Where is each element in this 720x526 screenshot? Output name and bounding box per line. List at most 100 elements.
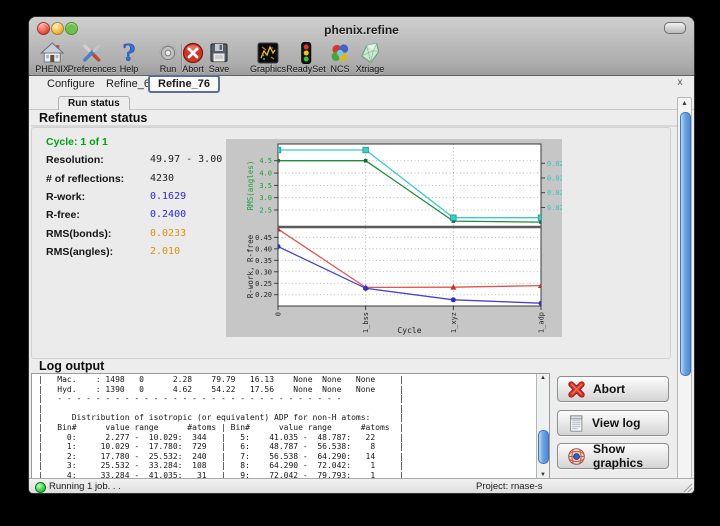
svg-text:0.025: 0.025: [547, 189, 562, 197]
button-label: Show graphics: [593, 442, 644, 470]
svg-text:1_xyz: 1_xyz: [450, 312, 458, 333]
button-label: View log: [592, 416, 641, 430]
toolbar-button-readyset[interactable]: ReadySet: [286, 41, 326, 74]
resize-grip[interactable]: [682, 482, 693, 493]
notebook-tab-bar: x Configure Refine_69 Refine_76: [29, 75, 694, 93]
svg-text:0: 0: [275, 312, 283, 316]
tab-refine_69[interactable]: Refine_69: [106, 78, 157, 90]
toolbar-label: Run: [159, 64, 177, 74]
stat-label: RMS(angles):: [46, 245, 114, 258]
stat-row: R-free: 0.2400: [46, 209, 186, 222]
log-output-box[interactable]: | Mac. : 1498 0 2.28 79.79 16.13 None No…: [31, 373, 550, 480]
svg-text:4.0: 4.0: [259, 170, 272, 178]
toolbar-button-abort[interactable]: Abort: [180, 41, 206, 74]
status-message: Running 1 job. . .: [49, 481, 121, 492]
stat-value: 0.0233: [150, 227, 187, 239]
close-window-button[interactable]: [37, 22, 50, 35]
toolbar-button-save[interactable]: Save: [206, 41, 232, 74]
svg-text:0.35: 0.35: [255, 257, 272, 265]
running-status-icon: [35, 482, 46, 493]
svg-text:1_adp: 1_adp: [538, 312, 546, 333]
heading-rule: [31, 125, 692, 127]
stat-label: R-work:: [46, 190, 86, 203]
stat-row: Resolution: 49.97 - 3.00: [46, 154, 222, 167]
zoom-window-button[interactable]: [65, 22, 78, 35]
toolbar-button-ncs[interactable]: NCS: [327, 41, 353, 74]
svg-text:0.027: 0.027: [547, 160, 562, 168]
help-icon: ?: [116, 41, 142, 65]
stat-value: 4230: [150, 172, 175, 184]
main-scrollbar-thumb[interactable]: [679, 112, 691, 376]
svg-text:0.30: 0.30: [255, 268, 272, 276]
show-graphics-icon: [567, 447, 586, 466]
svg-text:3.5: 3.5: [259, 182, 272, 190]
stat-label: Cycle: 1 of 1: [46, 136, 108, 148]
phenix-home-icon: [39, 41, 65, 65]
svg-text:4.5: 4.5: [259, 157, 272, 165]
stat-row: RMS(bonds): 0.0233: [46, 228, 186, 240]
svg-text:Cycle: Cycle: [397, 326, 421, 335]
toolbar-toggle-pill[interactable]: [664, 22, 686, 34]
log-scrollbar-thumb[interactable]: [538, 430, 549, 464]
minimize-window-button[interactable]: [51, 22, 64, 35]
view-log-button[interactable]: View log: [557, 410, 669, 436]
stat-label: R-free:: [46, 209, 80, 222]
svg-text:R-work, R-free: R-work, R-free: [246, 234, 255, 298]
toolbar-label: NCS: [330, 64, 350, 74]
svg-text:0.20: 0.20: [255, 291, 272, 299]
toolbar-label: Save: [208, 64, 230, 74]
toolbar-button-graphics[interactable]: Graphics: [250, 41, 286, 74]
toolbar-button-xtriage[interactable]: Xtriage: [355, 41, 385, 74]
stat-value: 2.010: [150, 245, 181, 257]
scroll-up-icon[interactable]: ▲: [681, 100, 688, 107]
svg-text:RMS(angles): RMS(angles): [246, 161, 255, 211]
stat-row: RMS(angles): 2.010: [46, 245, 180, 258]
svg-text:0.40: 0.40: [255, 245, 272, 253]
log-scroll-down-icon[interactable]: ▼: [540, 472, 546, 478]
button-label: Abort: [593, 382, 625, 396]
toolbar-label: PHENIX: [35, 64, 69, 74]
show-graphics-button[interactable]: Show graphics: [557, 442, 669, 470]
unified-titlebar-toolbar: phenix.refine PHENIX Preferences? Help Run A…: [29, 17, 694, 76]
stat-row: # of reflections: 4230: [46, 172, 174, 185]
preferences-icon: [79, 41, 105, 65]
toolbar-button-phenix[interactable]: PHENIX: [35, 41, 69, 74]
refinement-status-heading: Refinement status: [39, 111, 148, 125]
app-window: phenix.refine PHENIX Preferences? Help Run A…: [28, 16, 695, 494]
stat-label: Resolution:: [46, 154, 104, 167]
tab-run-status[interactable]: Run status: [58, 96, 130, 110]
svg-text:1_bss: 1_bss: [362, 312, 370, 333]
readyset-traffic-icon: [293, 41, 319, 65]
toolbar-label: Preferences: [67, 64, 117, 74]
svg-text:2.5: 2.5: [259, 207, 272, 215]
log-scroll-up-icon[interactable]: ▲: [540, 375, 546, 381]
abort-button[interactable]: Abort: [557, 376, 669, 402]
svg-text:0.25: 0.25: [255, 280, 272, 288]
main-scrollbar[interactable]: ▲ ▼: [677, 97, 692, 493]
toolbar-label: ReadySet: [286, 64, 326, 74]
svg-text:0.026: 0.026: [547, 174, 562, 182]
log-output-text: | Mac. : 1498 0 2.28 79.79 16.13 None No…: [38, 375, 405, 480]
titlebar[interactable]: phenix.refine: [29, 17, 694, 41]
toolbar-label: Graphics: [249, 64, 287, 74]
tab-configure[interactable]: Configure: [47, 78, 95, 90]
toolbar-label: Xtriage: [355, 64, 385, 74]
toolbar-button-run[interactable]: Run: [155, 41, 181, 74]
svg-text:0.45: 0.45: [255, 234, 272, 242]
toolbar-button-preferences[interactable]: Preferences: [67, 41, 117, 74]
toolbar-button-help[interactable]: ? Help: [116, 41, 142, 74]
graphics-icon: [255, 41, 281, 65]
stat-value: 49.97 - 3.00: [150, 154, 223, 166]
ncs-spheres-icon: [327, 41, 353, 65]
tab-close-icon[interactable]: x: [677, 77, 683, 88]
log-scrollbar[interactable]: ▲ ▼: [536, 374, 549, 479]
stat-row: R-work: 0.1629: [46, 190, 186, 203]
toolbar-label: Abort: [182, 64, 204, 74]
stat-value: 0.1629: [150, 190, 187, 202]
svg-text:0.024: 0.024: [547, 204, 562, 212]
tab-refine_76[interactable]: Refine_76: [148, 75, 220, 93]
xtriage-crystal-icon: [357, 41, 383, 65]
stat-label: # of reflections:: [46, 172, 125, 185]
toolbar: PHENIX Preferences? Help Run Abort Save Graphi…: [29, 41, 694, 75]
